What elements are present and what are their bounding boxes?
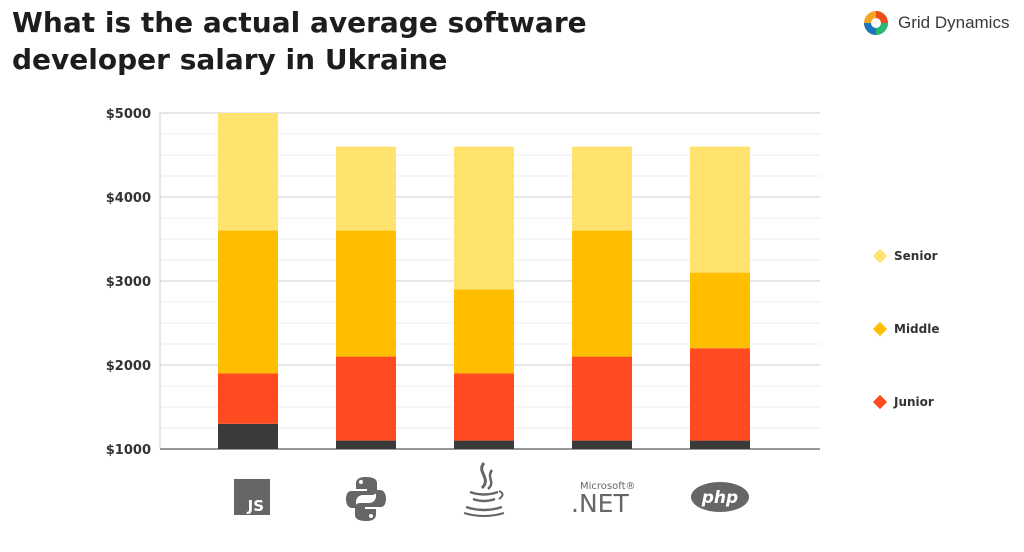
bar-segment-middle (336, 230, 396, 357)
y-tick-label: $1000 (106, 443, 151, 458)
bar-segment-junior (690, 348, 750, 441)
title-line-2: developer salary in Ukraine (12, 43, 448, 76)
bar-segment-base (218, 423, 278, 449)
legend-item: Senior (872, 248, 938, 264)
grid-dynamics-logo-icon (864, 11, 888, 35)
bar-segment-base (690, 440, 750, 449)
php-logo-text: php (701, 488, 738, 508)
legend-swatch (872, 248, 888, 264)
bar-segment-junior (336, 356, 396, 441)
bar-segment-base (454, 440, 514, 449)
bar-segment-middle (572, 230, 632, 357)
x-axis-logos: JS Microsoft®.NET php (234, 462, 749, 521)
legend-item: Junior (872, 394, 934, 410)
bar-segment-senior (454, 146, 514, 290)
python-logo-icon (346, 477, 386, 521)
brand: Grid Dynamics (862, 6, 1009, 40)
page-title: What is the actual average software deve… (12, 4, 612, 78)
legend-label: Middle (894, 322, 940, 336)
bar-segment-junior (454, 373, 514, 441)
legend: Senior Middle Junior (872, 248, 940, 410)
legend-swatch (872, 321, 888, 337)
bar-segment-base (336, 440, 396, 449)
y-tick-label: $5000 (106, 107, 151, 122)
legend-swatch (872, 394, 888, 410)
bar-segment-senior (690, 146, 750, 273)
brand-name: Grid Dynamics (898, 13, 1010, 32)
bar-segment-junior (218, 373, 278, 424)
title-line-1: What is the actual average software (12, 6, 587, 39)
bar-stack (454, 146, 514, 449)
bar-segment-junior (572, 356, 632, 441)
legend-item: Middle (872, 321, 940, 337)
y-tick-label: $3000 (106, 275, 151, 290)
y-axis: $1000 $2000 $3000 $4000 $5000 (106, 107, 151, 458)
legend-label: Junior (893, 395, 934, 409)
bar-stack (690, 146, 750, 449)
y-tick-label: $4000 (106, 191, 151, 206)
bars (218, 113, 750, 449)
dotnet-logo-text: .NET (571, 489, 629, 518)
dotnet-logo-icon: Microsoft®.NET (571, 481, 636, 518)
bar-stack (336, 146, 396, 449)
bar-stack (572, 146, 632, 449)
bar-stack (218, 113, 278, 449)
javascript-logo-text: JS (247, 497, 264, 515)
bar-segment-middle (454, 289, 514, 374)
legend-label: Senior (894, 249, 938, 263)
bar-segment-middle (690, 272, 750, 349)
bar-segment-senior (572, 146, 632, 231)
bar-segment-senior (336, 146, 396, 231)
bar-segment-base (572, 440, 632, 449)
javascript-logo-icon: JS (234, 479, 270, 515)
java-logo-icon (463, 462, 505, 517)
bar-segment-middle (218, 230, 278, 374)
dotnet-logo-small-text: Microsoft® (580, 481, 636, 492)
php-logo-icon: php (691, 482, 749, 512)
bar-segment-senior (218, 113, 278, 231)
y-tick-label: $2000 (106, 359, 151, 374)
